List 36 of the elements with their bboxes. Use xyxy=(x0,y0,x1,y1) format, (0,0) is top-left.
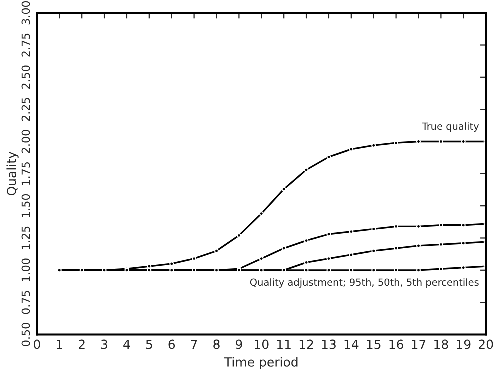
y-tick-label: 1.75 xyxy=(22,162,30,186)
x-tick-label: 1 xyxy=(57,340,62,350)
x-tick-label: 20 xyxy=(479,340,494,350)
x-tick-label: 3 xyxy=(102,340,108,350)
x-tick-label: 14 xyxy=(344,340,359,350)
x-tick-label: 15 xyxy=(367,340,381,350)
x-tick-label: 0 xyxy=(34,340,40,350)
annotation: Quality adjustment; 95th, 50th, 5th percentiles xyxy=(250,278,479,288)
y-tick-label: 3.00 xyxy=(22,1,30,25)
x-axis-title: Time period xyxy=(224,357,298,370)
x-tick-label: 10 xyxy=(255,340,269,350)
y-tick-label: 2.25 xyxy=(22,98,30,122)
y-tick-label: 0.50 xyxy=(22,323,30,346)
x-tick-label: 12 xyxy=(300,340,314,350)
y-tick-label: 1.50 xyxy=(22,194,30,218)
x-tick-label: 7 xyxy=(191,340,198,350)
x-tick-label: 17 xyxy=(412,340,426,350)
y-tick-label: 2.75 xyxy=(22,34,30,57)
x-tick-label: 2 xyxy=(79,340,85,350)
y-tick-label: 2.50 xyxy=(22,66,30,89)
x-tick-label: 18 xyxy=(434,340,448,350)
x-tick-label: 13 xyxy=(322,340,336,350)
x-tick-label: 8 xyxy=(214,340,220,350)
x-tick-label: 5 xyxy=(146,340,152,350)
x-tick-label: 16 xyxy=(390,340,404,350)
x-tick-label: 9 xyxy=(236,340,242,350)
y-tick-label: 2.00 xyxy=(22,130,30,154)
y-tick-label: 1.25 xyxy=(22,226,30,250)
y-tick-label: 1.00 xyxy=(22,258,30,282)
y-axis-title: Quality xyxy=(6,152,19,196)
annotation: True quality xyxy=(422,122,480,132)
x-tick-label: 19 xyxy=(457,340,471,350)
x-tick-label: 6 xyxy=(168,340,176,350)
x-tick-label: 11 xyxy=(278,340,291,350)
y-tick-label: 0.75 xyxy=(22,291,30,314)
x-tick-label: 4 xyxy=(124,340,130,350)
